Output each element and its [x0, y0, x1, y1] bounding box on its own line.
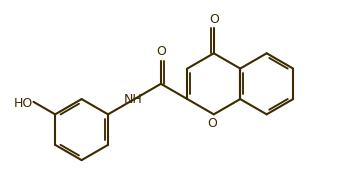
Text: NH: NH [123, 93, 142, 106]
Text: O: O [207, 117, 217, 130]
Text: HO: HO [14, 97, 33, 110]
Text: O: O [209, 13, 219, 26]
Text: O: O [156, 46, 166, 58]
